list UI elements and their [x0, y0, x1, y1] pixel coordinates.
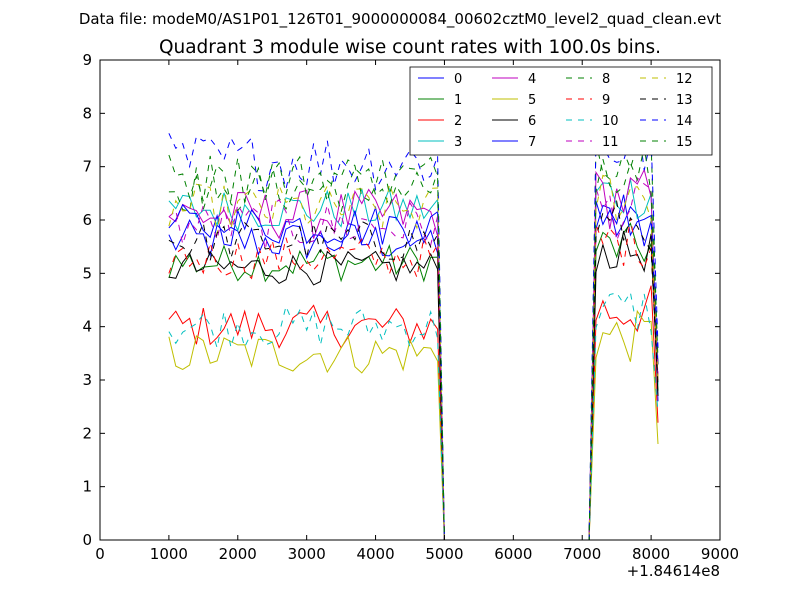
x-tick-label: 4000 — [356, 545, 394, 563]
x-tick-label: 3000 — [288, 545, 326, 563]
series-line-6 — [168, 230, 659, 541]
y-tick-label: 8 — [82, 104, 92, 122]
plot-frame — [99, 59, 721, 541]
legend-label-0: 0 — [454, 72, 462, 87]
legend-label-12: 12 — [676, 72, 693, 87]
series-line-10 — [168, 291, 659, 541]
legend-label-2: 2 — [454, 114, 462, 129]
x-tick-label: 5000 — [425, 545, 463, 563]
legend-label-15: 15 — [676, 135, 693, 150]
x-tick-label: 0 — [95, 545, 105, 563]
series-line-15 — [168, 146, 659, 541]
series-line-9 — [168, 217, 659, 541]
y-tick-label: 9 — [82, 51, 92, 69]
legend-label-3: 3 — [454, 135, 462, 150]
x-tick-label: 9000 — [701, 545, 739, 563]
legend-label-1: 1 — [454, 93, 462, 108]
chart-title: Quadrant 3 module wise count rates with … — [159, 37, 661, 58]
y-tick-label: 6 — [82, 211, 92, 229]
y-tick-label: 1 — [82, 478, 92, 496]
x-tick-label: 6000 — [494, 545, 532, 563]
y-tick-label: 7 — [82, 158, 92, 176]
series-line-4 — [168, 168, 659, 541]
chart-suptitle: Data file: modeM0/AS1P01_126T01_90000000… — [79, 10, 721, 29]
series-line-0 — [168, 204, 659, 541]
legend-label-9: 9 — [602, 93, 610, 108]
y-tick-label: 3 — [82, 371, 92, 389]
series-line-12 — [168, 174, 659, 541]
legend-label-14: 14 — [676, 114, 693, 129]
y-tick-label: 4 — [82, 318, 92, 336]
x-tick-label: 7000 — [563, 545, 601, 563]
y-tick-label: 2 — [82, 424, 92, 442]
x-axis: 0 1000 2000 3000 4000 5000 6000 7000 8000 9000 — [95, 60, 739, 563]
legend-label-8: 8 — [602, 72, 610, 87]
legend-label-7: 7 — [528, 135, 536, 150]
series-line-8 — [168, 141, 659, 541]
legend-label-13: 13 — [676, 93, 693, 108]
x-tick-label: 1000 — [150, 545, 188, 563]
y-tick-label: 0 — [82, 531, 92, 549]
legend-label-11: 11 — [602, 135, 619, 150]
series-line-7 — [168, 194, 659, 541]
series-line-13 — [168, 199, 659, 541]
x-axis-offset-label: +1.84614e8 — [627, 562, 720, 580]
legend-label-4: 4 — [528, 72, 536, 87]
legend-frame — [409, 66, 713, 156]
legend-label-10: 10 — [602, 114, 619, 129]
x-tick-label: 8000 — [632, 545, 670, 563]
x-tick-label: 2000 — [219, 545, 257, 563]
legend-label-6: 6 — [528, 114, 536, 129]
series-line-5 — [168, 309, 659, 541]
series-layer — [168, 116, 659, 541]
legend-label-5: 5 — [528, 93, 536, 108]
series-line-1 — [168, 222, 659, 541]
y-tick-label: 5 — [82, 264, 92, 282]
series-line-14 — [168, 116, 659, 541]
